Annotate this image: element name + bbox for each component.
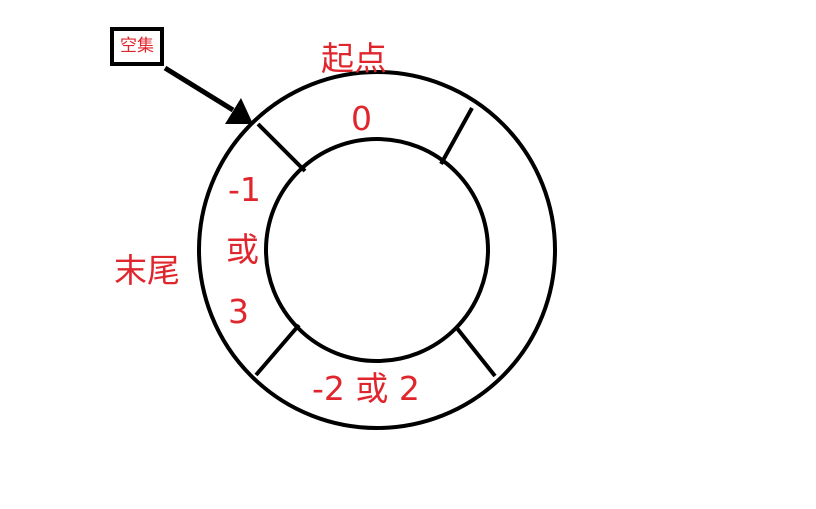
end-title: 末尾 — [114, 251, 180, 290]
empty-set-label: 空集 — [120, 36, 154, 56]
end-index-line1: -1 — [228, 170, 261, 209]
divider-top-right — [439, 107, 474, 165]
divider-top-left — [256, 122, 307, 173]
divider-bottom-right — [454, 325, 497, 378]
start-index: 0 — [351, 99, 372, 138]
start-title: 起点 — [321, 39, 387, 78]
outer-ring — [197, 70, 557, 430]
pointer-arrow-head — [225, 98, 253, 124]
empty-set-box: 空集 — [110, 27, 164, 66]
end-index-line3: 3 — [228, 292, 249, 331]
inner-ring — [264, 137, 490, 363]
divider-bottom-left — [254, 323, 301, 377]
end-index-line2: 或 — [226, 230, 259, 269]
bottom-index: -2 或 2 — [312, 369, 420, 408]
pointer-arrow-shaft — [163, 65, 235, 113]
